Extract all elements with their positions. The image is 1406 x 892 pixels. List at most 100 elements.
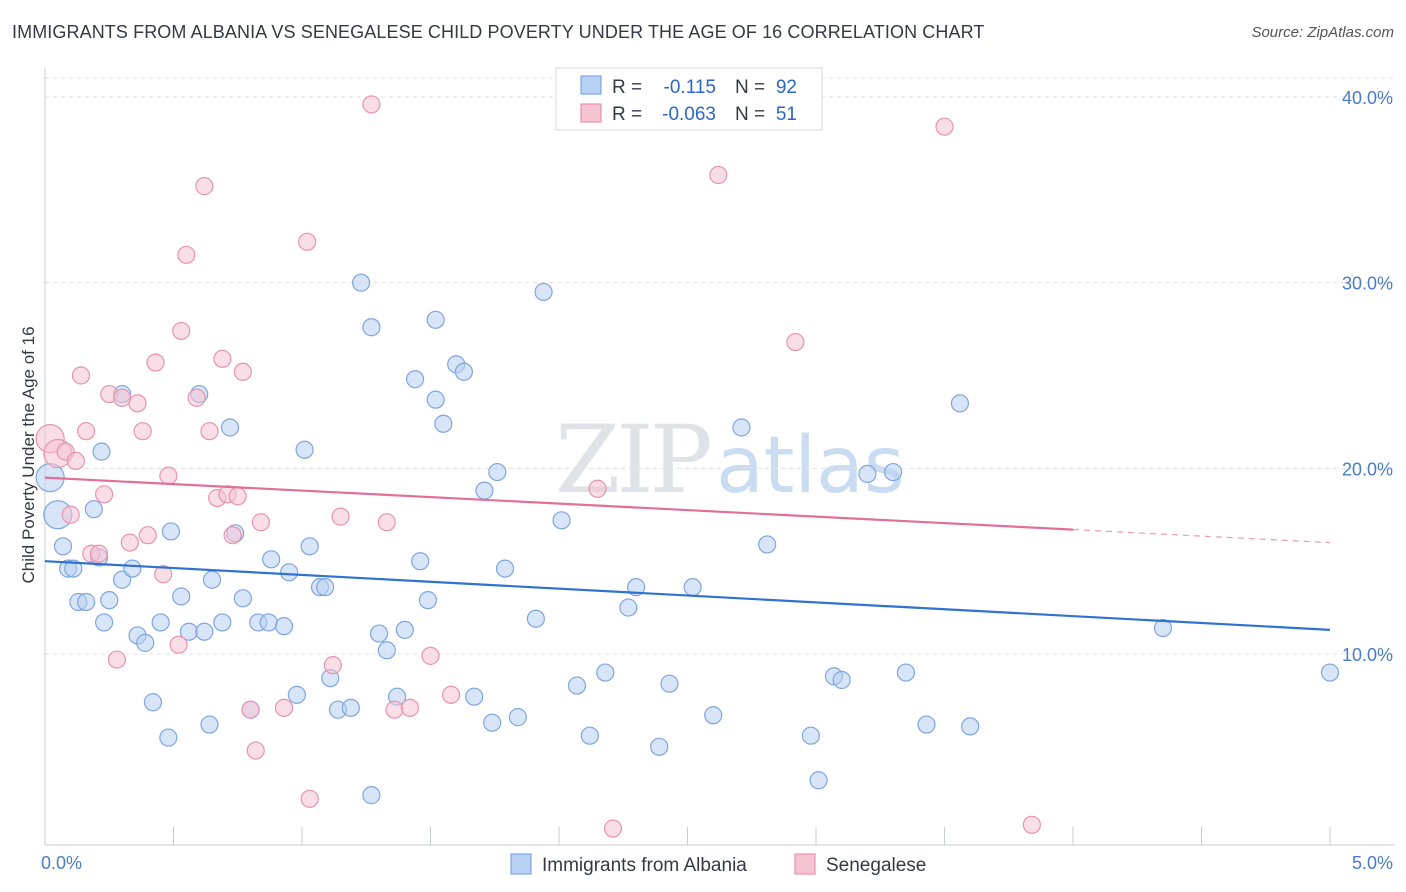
albania-point-69 <box>801 726 820 745</box>
senegal-point-27 <box>213 349 232 368</box>
senegal-point-3 <box>61 505 80 524</box>
senegal-point-39 <box>331 507 350 526</box>
senegal-point-18 <box>154 565 173 584</box>
albania-point-77 <box>950 394 970 413</box>
albania-point-57 <box>552 511 571 530</box>
albania-point-19 <box>202 570 222 589</box>
albania-point-65 <box>683 578 702 597</box>
series-albania-points <box>35 273 1340 805</box>
albania-point-54 <box>508 708 527 727</box>
senegal-point-48 <box>709 165 728 185</box>
albania-point-15 <box>161 522 181 541</box>
albania-point-27 <box>280 563 299 582</box>
senegal-point-35 <box>274 698 294 717</box>
senegal-point-22 <box>177 245 196 264</box>
albania-point-51 <box>483 713 502 732</box>
albania-point-32 <box>316 578 335 597</box>
senegal-point-8 <box>89 544 109 563</box>
stats-albania-r-value: -0.115 <box>664 77 716 98</box>
albania-point-48 <box>454 362 474 381</box>
senegal-point-30 <box>228 487 247 506</box>
albania-point-39 <box>377 641 396 660</box>
albania-point-46 <box>434 414 453 433</box>
senegal-point-5 <box>71 366 91 385</box>
stats-box: R = -0.115 N = 92 R = -0.063 N = 51 <box>555 67 823 131</box>
senegal-point-6 <box>77 422 96 441</box>
stats-albania-swatch <box>580 75 602 95</box>
series-senegal-points <box>35 95 1041 838</box>
albania-point-52 <box>488 462 507 482</box>
albania-point-28 <box>287 685 306 704</box>
albania-point-41 <box>395 620 414 639</box>
stats-albania-n-label: N = <box>735 77 765 98</box>
albania-point-73 <box>858 464 877 484</box>
senegal-point-11 <box>107 650 127 669</box>
albania-point-50 <box>475 481 494 500</box>
stats-senegal-swatch <box>580 103 602 123</box>
albania-point-22 <box>233 589 252 608</box>
albania-point-26 <box>274 617 294 636</box>
senegal-point-47 <box>603 819 623 838</box>
senegal-point-43 <box>400 698 420 717</box>
legend-albania-label: Immigrants from Albania <box>542 855 747 876</box>
senegal-point-13 <box>120 533 139 552</box>
senegal-point-23 <box>187 388 206 407</box>
legend-senegal-label: Senegalese <box>826 855 926 876</box>
stats-albania-n-value: 92 <box>776 77 797 98</box>
albania-point-13 <box>136 633 155 652</box>
senegal-point-37 <box>300 789 319 808</box>
albania-point-35 <box>341 698 360 717</box>
senegal-point-9 <box>95 485 114 504</box>
albania-point-4 <box>64 559 83 578</box>
albania-point-24 <box>259 613 278 632</box>
albania-point-91 <box>92 442 111 461</box>
y-tick-label-3: 40.0% <box>1342 88 1393 108</box>
albania-point-87 <box>200 715 219 734</box>
albania-point-85 <box>143 693 163 712</box>
y-axis-label: Child Poverty Under the Age of 16 <box>19 326 38 583</box>
senegal-point-31 <box>233 362 252 381</box>
senegal-point-24 <box>195 177 214 196</box>
albania-point-49 <box>465 687 484 706</box>
albania-point-38 <box>370 624 389 643</box>
senegal-point-49 <box>786 332 805 352</box>
senegal-point-46 <box>588 479 607 498</box>
senegal-point-21 <box>172 321 191 341</box>
albania-point-53 <box>495 559 515 578</box>
legend: Immigrants from Albania Senegalese <box>510 853 926 876</box>
albania-point-62 <box>626 578 646 597</box>
senegal-point-16 <box>138 526 157 545</box>
albania-point-59 <box>580 726 599 745</box>
senegal-point-4 <box>66 451 85 471</box>
albania-point-75 <box>896 663 916 682</box>
watermark-zip: ZIP <box>555 406 709 515</box>
senegal-point-15 <box>133 422 152 441</box>
albania-point-29 <box>295 440 314 459</box>
stats-senegal-r-label: R = <box>612 104 642 125</box>
albania-point-86 <box>159 728 178 747</box>
albania-point-76 <box>917 715 936 734</box>
albania-point-58 <box>567 676 587 695</box>
trendline-albania <box>44 560 1331 631</box>
albania-point-55 <box>526 609 545 628</box>
albania-point-2 <box>53 537 73 556</box>
senegal-point-17 <box>146 353 165 372</box>
albania-point-80 <box>1320 663 1340 682</box>
chart-title: IMMIGRANTS FROM ALBANIA VS SENEGALESE CH… <box>12 22 985 42</box>
albania-point-56 <box>534 282 553 302</box>
albania-point-44 <box>418 591 438 610</box>
stats-albania-r-label: R = <box>612 77 642 98</box>
x-tick-label-1: 5.0% <box>1352 853 1393 873</box>
senegal-point-12 <box>112 388 132 407</box>
x-tick-label-0: 0.0% <box>41 853 82 873</box>
albania-point-90 <box>426 310 445 329</box>
albania-point-66 <box>704 706 723 725</box>
y-tick-labels: 10.0% 20.0% 30.0% 40.0% <box>1342 88 1393 665</box>
source-credit: Source: ZipAtlas.com <box>1251 24 1394 41</box>
senegal-point-33 <box>246 741 265 760</box>
senegal-point-32 <box>241 700 260 719</box>
senegal-point-14 <box>128 394 147 413</box>
albania-point-18 <box>195 622 214 641</box>
albania-point-7 <box>84 500 103 519</box>
albania-point-20 <box>213 613 232 632</box>
